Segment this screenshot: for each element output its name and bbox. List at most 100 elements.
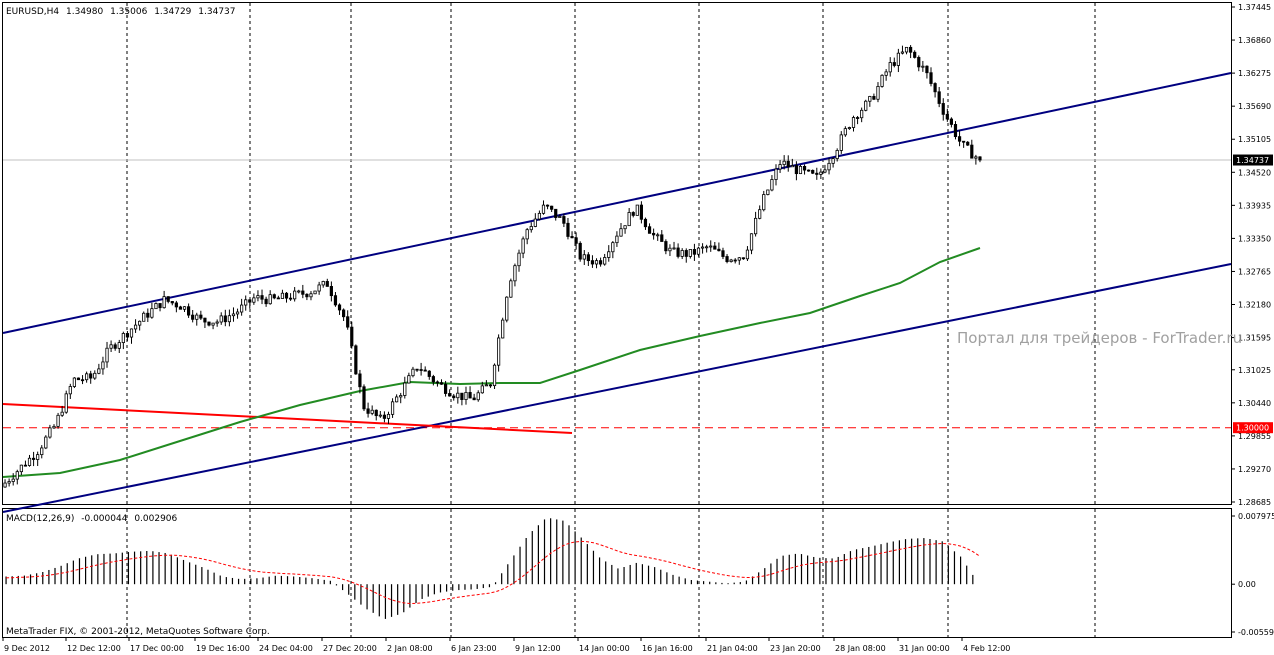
candle-body (223, 315, 227, 323)
candle-body (794, 165, 798, 175)
price-tick-label: 1.31025 (1238, 366, 1271, 375)
candle-body (937, 91, 941, 104)
candle-body (468, 392, 472, 399)
candle-body (501, 319, 505, 339)
candle-body (823, 169, 827, 173)
time-tick-label: 17 Dec 00:00 (130, 644, 184, 653)
candle-body (439, 382, 444, 385)
price-tick-label: 1.32180 (1238, 301, 1271, 310)
price-tick-label: 1.35690 (1238, 102, 1271, 111)
time-tick-label: 16 Jan 16:00 (642, 644, 693, 653)
candle-body (868, 96, 872, 102)
time-axis: 9 Dec 2012 12 Dec 12:00 17 Dec 00:00 19 Dec… (2, 637, 1010, 653)
price-tick-label: 1.36275 (1238, 69, 1271, 78)
candle-body (945, 113, 949, 120)
candle-body (766, 189, 770, 195)
candle-body (325, 281, 329, 287)
candle-body (888, 62, 892, 73)
candle-body (142, 312, 146, 322)
candle-body (680, 250, 684, 257)
watermark-text: Портал для трейдеров - ForTrader.ru (957, 329, 1242, 347)
candle-body (170, 301, 174, 304)
candle-body (733, 259, 737, 262)
candle-body (60, 411, 64, 416)
moving-average-line (2, 247, 981, 478)
candle-body (36, 454, 40, 460)
candle-body (313, 290, 317, 295)
candle-body (497, 337, 501, 366)
candle-body (423, 369, 427, 372)
candle-body (85, 373, 89, 381)
candle-body (178, 306, 183, 310)
candle-body (31, 457, 36, 460)
candle-body (929, 72, 933, 84)
candle-body (709, 245, 713, 248)
candle-body (892, 62, 896, 66)
candle-body (374, 409, 378, 417)
copyright-text: MetaTrader FIX, © 2001-2012, MetaQuotes … (6, 627, 270, 637)
candle-body (705, 246, 709, 249)
candle-body (770, 179, 774, 191)
candle-body (562, 216, 566, 224)
channel-lower-line (2, 263, 1232, 513)
candle-body (843, 128, 847, 136)
candle-body (664, 241, 668, 252)
candle-body (619, 228, 623, 237)
candle-body (480, 385, 484, 394)
candle-body (541, 204, 546, 214)
time-tick-label: 6 Jan 23:00 (451, 644, 497, 653)
candle-body (839, 134, 843, 151)
candle-body (545, 204, 550, 207)
candle-body (399, 395, 403, 398)
candle-body (627, 212, 631, 227)
price-header: EURUSD,H4 1.34980 1.35006 1.34729 1.3473… (6, 7, 236, 17)
candle-body (342, 309, 346, 318)
candle-body (297, 290, 301, 293)
candle-body (749, 233, 754, 251)
candle-body (594, 260, 599, 265)
candle-body (921, 65, 925, 68)
candle-body (472, 397, 476, 401)
candle-body (529, 226, 533, 231)
candle-body (317, 284, 321, 292)
candle-body (427, 370, 431, 377)
candle-body (872, 96, 876, 100)
candle-body (949, 118, 954, 125)
candle-body (227, 315, 231, 323)
candle-body (354, 345, 358, 375)
candle-body (350, 326, 354, 347)
time-tick-label: 9 Jan 12:00 (515, 644, 561, 653)
candle-body (798, 166, 803, 175)
candle-body (366, 408, 370, 414)
candle-body (235, 311, 240, 315)
candle-body (435, 381, 440, 384)
candle-body (492, 364, 497, 387)
candle-body (505, 296, 509, 321)
price-tick-label: 1.34520 (1238, 168, 1271, 177)
candle-body (700, 246, 705, 249)
candle-body (284, 292, 289, 299)
candle-body (953, 124, 958, 138)
candle-body (819, 171, 823, 175)
candle-body (162, 296, 166, 309)
candle-body (917, 57, 921, 68)
candle-body (154, 303, 158, 310)
candle-body (521, 238, 525, 254)
candle-body (386, 413, 391, 419)
candle-body (623, 225, 627, 230)
candle-body (203, 317, 207, 323)
candle-body (452, 395, 456, 399)
candle-body (974, 156, 978, 159)
time-tick-label: 31 Jan 00:00 (899, 644, 950, 653)
candle-body (864, 100, 868, 111)
time-tick-label: 28 Jan 08:00 (835, 644, 886, 653)
candle-body (847, 127, 852, 130)
macd-tick-label: 0.007975 (1238, 512, 1274, 521)
candle-body (109, 344, 113, 349)
candle-body (933, 83, 937, 93)
candle-body (460, 392, 464, 400)
candle-body (660, 234, 664, 242)
candle-body (586, 254, 590, 262)
candle-body (909, 46, 913, 53)
